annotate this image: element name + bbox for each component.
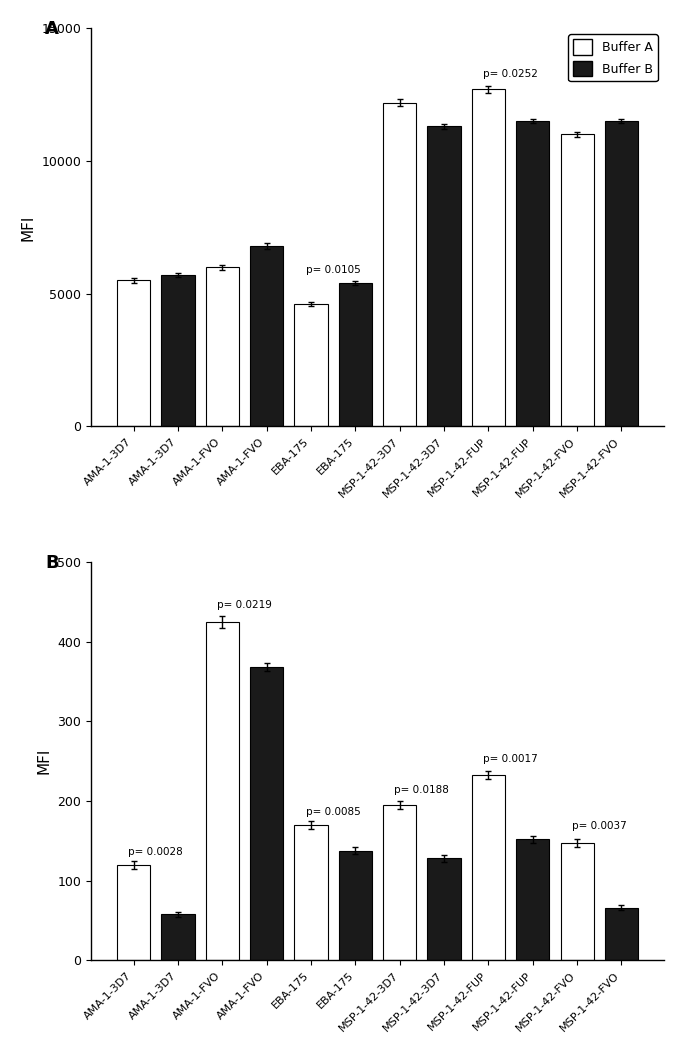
Text: p= 0.0188: p= 0.0188 [395, 785, 449, 795]
Y-axis label: MFI: MFI [37, 748, 51, 775]
Bar [162, 275, 195, 427]
Text: p= 0.0028: p= 0.0028 [129, 846, 183, 857]
Bar [206, 622, 239, 960]
Bar [295, 825, 327, 960]
Bar [295, 305, 327, 427]
Bar [117, 280, 150, 427]
Bar [250, 667, 284, 960]
Bar [516, 839, 549, 960]
Text: p= 0.0037: p= 0.0037 [572, 821, 627, 832]
Text: p= 0.0219: p= 0.0219 [217, 600, 272, 610]
Bar [383, 102, 416, 427]
Bar [472, 90, 505, 427]
Bar [605, 121, 638, 427]
Text: p= 0.0017: p= 0.0017 [483, 754, 538, 764]
Text: B: B [45, 554, 59, 572]
Bar [339, 284, 372, 427]
Text: A: A [45, 20, 59, 38]
Bar [427, 858, 461, 960]
Text: p= 0.0105: p= 0.0105 [306, 266, 360, 275]
Bar [605, 907, 638, 960]
Bar [250, 246, 284, 427]
Text: p= 0.0085: p= 0.0085 [306, 807, 360, 817]
Bar [560, 135, 594, 427]
Legend: Buffer A, Buffer B: Buffer A, Buffer B [568, 35, 658, 81]
Bar [339, 851, 372, 960]
Bar [162, 914, 195, 960]
Bar [383, 805, 416, 960]
Bar [560, 842, 594, 960]
Text: p= 0.0252: p= 0.0252 [483, 69, 538, 79]
Y-axis label: MFI: MFI [21, 214, 36, 240]
Bar [516, 121, 549, 427]
Bar [427, 126, 461, 427]
Bar [472, 775, 505, 960]
Bar [206, 267, 239, 427]
Bar [117, 865, 150, 960]
